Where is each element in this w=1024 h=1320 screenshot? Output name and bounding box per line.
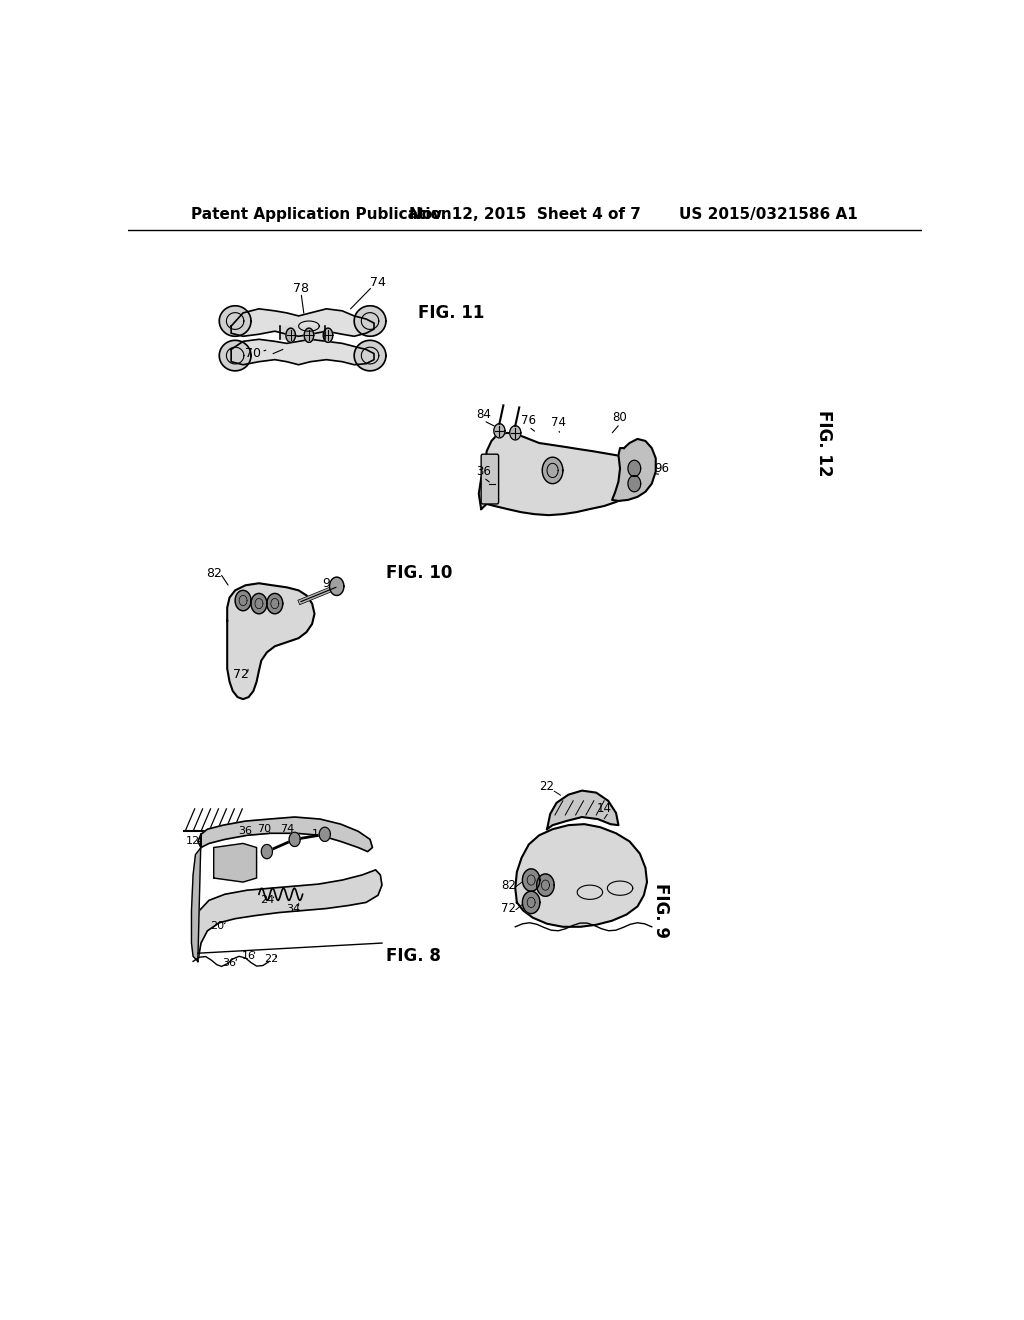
Text: 82: 82 (206, 566, 221, 579)
Text: Patent Application Publication: Patent Application Publication (191, 207, 453, 222)
Polygon shape (227, 583, 314, 700)
Text: 74: 74 (370, 276, 386, 289)
Polygon shape (231, 309, 374, 337)
Text: 76: 76 (521, 414, 537, 428)
Text: 24: 24 (260, 895, 274, 906)
FancyBboxPatch shape (481, 454, 499, 504)
Polygon shape (261, 845, 272, 859)
Text: 34: 34 (286, 903, 300, 913)
Polygon shape (354, 306, 386, 337)
Text: FIG. 11: FIG. 11 (418, 304, 484, 322)
Text: FIG. 12: FIG. 12 (815, 409, 833, 477)
Polygon shape (219, 341, 251, 371)
Text: 72: 72 (232, 668, 249, 681)
Text: Nov. 12, 2015  Sheet 4 of 7: Nov. 12, 2015 Sheet 4 of 7 (409, 207, 641, 222)
Polygon shape (324, 329, 333, 342)
Polygon shape (289, 833, 300, 846)
Text: FIG. 10: FIG. 10 (386, 564, 453, 582)
Text: 96: 96 (323, 577, 338, 590)
Polygon shape (281, 326, 325, 339)
Polygon shape (494, 424, 505, 438)
Text: 20: 20 (210, 921, 224, 931)
Text: 12: 12 (186, 837, 200, 846)
Text: 36: 36 (239, 826, 253, 837)
Text: 36: 36 (222, 958, 237, 969)
Polygon shape (543, 457, 563, 483)
Polygon shape (515, 824, 647, 927)
Polygon shape (191, 834, 201, 961)
Text: 36: 36 (476, 465, 490, 478)
Polygon shape (319, 828, 331, 841)
Text: 70: 70 (246, 347, 261, 360)
Polygon shape (612, 440, 655, 500)
Text: 74: 74 (551, 416, 565, 429)
Polygon shape (251, 594, 267, 614)
Text: 16: 16 (242, 952, 256, 961)
Text: 14: 14 (597, 803, 611, 816)
Polygon shape (214, 843, 257, 882)
Polygon shape (267, 594, 283, 614)
Polygon shape (547, 791, 618, 829)
Text: 84: 84 (476, 408, 490, 421)
Text: 14: 14 (311, 829, 326, 840)
Polygon shape (304, 329, 313, 342)
Text: 96: 96 (653, 462, 669, 475)
Polygon shape (330, 577, 344, 595)
Text: 70: 70 (257, 824, 271, 834)
Polygon shape (219, 306, 251, 337)
Text: 82: 82 (502, 879, 516, 891)
Polygon shape (628, 461, 641, 477)
Text: 74: 74 (280, 824, 294, 834)
Polygon shape (628, 475, 641, 492)
Polygon shape (537, 874, 554, 896)
Polygon shape (198, 817, 373, 851)
Text: 80: 80 (612, 411, 628, 424)
Text: 72: 72 (502, 902, 516, 915)
Polygon shape (522, 869, 540, 891)
Polygon shape (479, 433, 642, 515)
Polygon shape (522, 891, 540, 913)
Polygon shape (231, 339, 374, 364)
Text: FIG. 8: FIG. 8 (386, 948, 440, 965)
Polygon shape (510, 426, 521, 440)
Polygon shape (236, 590, 251, 611)
Text: 22: 22 (540, 780, 555, 793)
Text: FIG. 9: FIG. 9 (652, 883, 670, 939)
Polygon shape (286, 329, 296, 342)
Polygon shape (354, 341, 386, 371)
Text: 22: 22 (264, 954, 278, 965)
Text: US 2015/0321586 A1: US 2015/0321586 A1 (679, 207, 858, 222)
Polygon shape (196, 870, 382, 961)
Text: 78: 78 (293, 282, 309, 294)
